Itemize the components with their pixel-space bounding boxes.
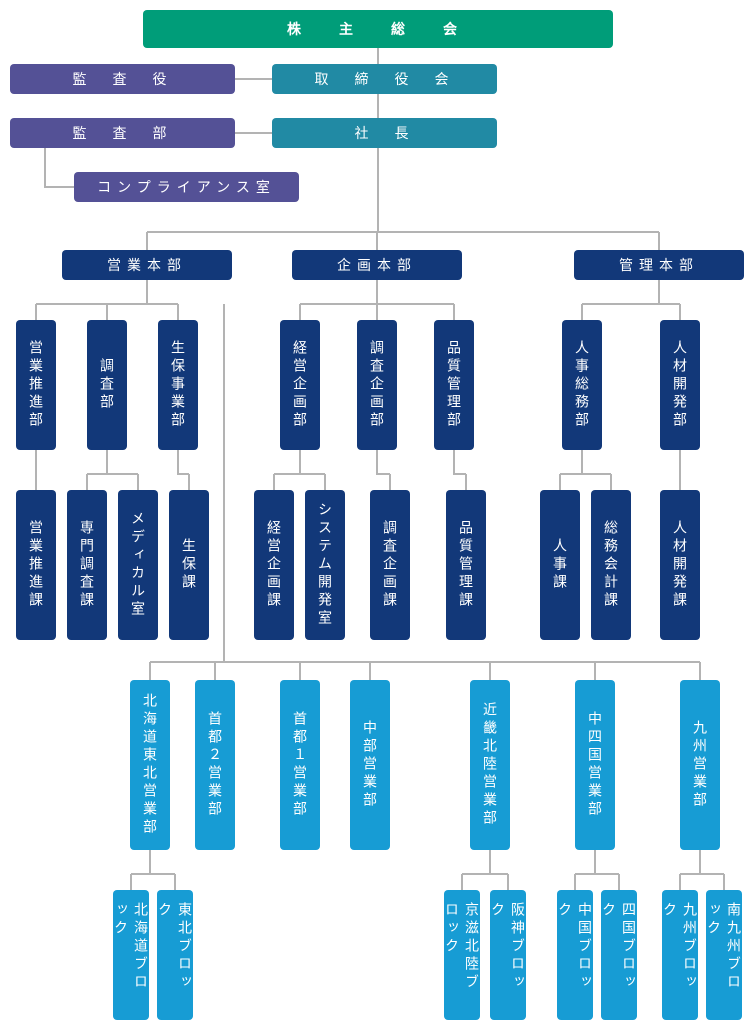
node-r7: 九州営業部 [680,680,720,850]
node-b4: 阪神ブロック [490,890,526,1020]
node-b6: 四国ブロック [601,890,637,1020]
node-s6: システム開発室 [305,490,345,640]
node-r5: 近畿北陸営業部 [470,680,510,850]
node-d3: 生保事業部 [158,320,198,450]
node-president: 社 長 [272,118,497,148]
node-s5: 経営企画課 [254,490,294,640]
node-s7: 調査企画課 [370,490,410,640]
node-d7: 人事総務部 [562,320,602,450]
node-audit_dept: 監 査 部 [10,118,235,148]
node-b8: 南九州ブロック [706,890,742,1020]
node-board: 取 締 役 会 [272,64,497,94]
node-b3: 京滋北陸ブロック [444,890,480,1020]
node-s3: メディカル室 [118,490,158,640]
node-r2: 首都２営業部 [195,680,235,850]
node-hq_sales: 営業本部 [62,250,232,280]
node-b2: 東北ブロック [157,890,193,1020]
node-d8: 人材開発部 [660,320,700,450]
node-b5: 中国ブロック [557,890,593,1020]
node-d4: 経営企画部 [280,320,320,450]
node-compliance: コンプライアンス室 [74,172,299,202]
node-hq_admin: 管理本部 [574,250,744,280]
node-s10: 総務会計課 [591,490,631,640]
node-d2: 調査部 [87,320,127,450]
node-r4: 中部営業部 [350,680,390,850]
node-s9: 人事課 [540,490,580,640]
node-s2: 専門調査課 [67,490,107,640]
node-d5: 調査企画部 [357,320,397,450]
node-d6: 品質管理部 [434,320,474,450]
node-hq_plan: 企画本部 [292,250,462,280]
node-s4: 生保課 [169,490,209,640]
node-b1: 北海道ブロック [113,890,149,1020]
node-s11: 人材開発課 [660,490,700,640]
node-shareholders: 株 主 総 会 [143,10,613,48]
node-r6: 中四国営業部 [575,680,615,850]
node-b7: 九州ブロック [662,890,698,1020]
node-d1: 営業推進部 [16,320,56,450]
node-r3: 首都１営業部 [280,680,320,850]
node-auditor: 監 査 役 [10,64,235,94]
node-r1: 北海道東北営業部 [130,680,170,850]
node-s8: 品質管理課 [446,490,486,640]
node-s1: 営業推進課 [16,490,56,640]
